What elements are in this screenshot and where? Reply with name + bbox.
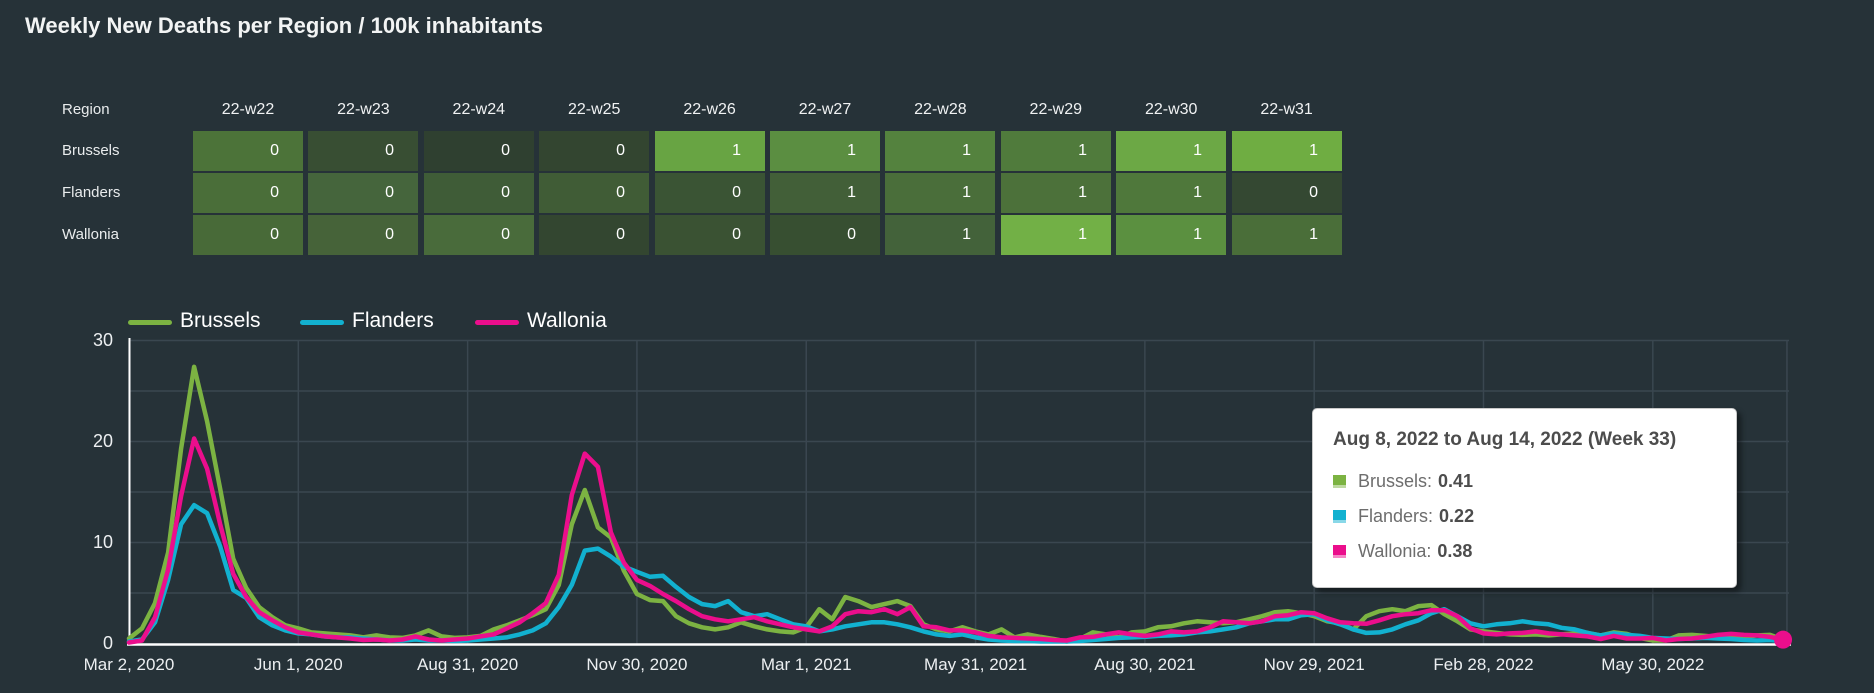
- heatmap-column-header: 22-w29: [1029, 101, 1083, 118]
- heatmap-cell[interactable]: 0: [655, 173, 765, 213]
- heatmap-cell[interactable]: 0: [308, 215, 418, 255]
- heatmap-row-label: Flanders: [62, 184, 121, 201]
- x-axis-tick-label: May 31, 2021: [924, 655, 1028, 674]
- chart-tooltip: Aug 8, 2022 to Aug 14, 2022 (Week 33) Br…: [1312, 408, 1737, 588]
- heatmap-cell[interactable]: 0: [424, 215, 534, 255]
- x-axis-tick-label: Nov 30, 2020: [586, 655, 688, 674]
- heatmap-cell[interactable]: 0: [424, 173, 534, 213]
- heatmap-cell[interactable]: 0: [193, 131, 303, 171]
- heatmap-cell[interactable]: 1: [1001, 215, 1111, 255]
- heatmap-cell[interactable]: 1: [1116, 131, 1226, 171]
- legend-label-flanders[interactable]: Flanders: [352, 309, 434, 332]
- heatmap-column-header: 22-w31: [1260, 101, 1313, 118]
- tooltip-series-label: Brussels:: [1358, 471, 1433, 491]
- x-axis-tick-label: Jun 1, 2020: [253, 655, 343, 674]
- heatmap-column-header: 22-w30: [1144, 101, 1198, 118]
- heatmap-cell[interactable]: 0: [424, 131, 534, 171]
- x-axis-tick-label: Feb 28, 2022: [1433, 655, 1534, 674]
- heatmap-cell[interactable]: 1: [770, 131, 880, 171]
- tooltip-series-value: 0.38: [1437, 541, 1473, 561]
- heatmap-cell[interactable]: 1: [1001, 173, 1111, 213]
- tooltip-swatch: [1333, 475, 1346, 488]
- legend-label-brussels[interactable]: Brussels: [180, 309, 261, 332]
- heatmap-cell[interactable]: 0: [539, 215, 649, 255]
- series-line-wallonia[interactable]: [126, 436, 1786, 645]
- heatmap-column-header: 22-w25: [567, 101, 621, 118]
- tooltip-swatch: [1333, 545, 1346, 558]
- heatmap-cell[interactable]: 1: [1001, 131, 1111, 171]
- x-axis-tick-label: Aug 31, 2020: [417, 655, 519, 674]
- heatmap-cell[interactable]: 0: [308, 173, 418, 213]
- heatmap-cell[interactable]: 1: [1116, 173, 1226, 213]
- heatmap-cell[interactable]: 1: [655, 131, 765, 171]
- heatmap-cell[interactable]: 0: [539, 173, 649, 213]
- tooltip-series-value: 0.41: [1438, 471, 1474, 491]
- legend-swatch-wallonia[interactable]: [475, 320, 519, 325]
- heatmap-cell[interactable]: 1: [1232, 215, 1342, 255]
- heatmap-column-header: 22-w24: [452, 101, 506, 118]
- x-axis-tick-label: Mar 2, 2020: [83, 655, 175, 674]
- heatmap-cell[interactable]: 1: [1232, 131, 1342, 171]
- tooltip-item-flanders: Flanders: 0.22: [1333, 499, 1716, 534]
- tooltip-swatch: [1333, 510, 1346, 523]
- heatmap-cell[interactable]: 1: [885, 131, 995, 171]
- y-axis-tick-label: 30: [92, 329, 113, 350]
- heatmap-cell[interactable]: 0: [539, 131, 649, 171]
- y-axis-tick-label: 10: [92, 531, 113, 552]
- x-axis-tick-label: Mar 1, 2021: [760, 655, 852, 674]
- heatmap-column-header: 22-w28: [914, 101, 967, 118]
- highlight-dot[interactable]: [1774, 630, 1793, 649]
- tooltip-item-brussels: Brussels: 0.41: [1333, 464, 1716, 499]
- heatmap-cell[interactable]: 1: [885, 173, 995, 213]
- heatmap-column-header: 22-w23: [337, 101, 390, 118]
- heatmap-cell[interactable]: 0: [1232, 173, 1342, 213]
- heatmap-cell[interactable]: 0: [193, 215, 303, 255]
- legend-swatch-brussels[interactable]: [128, 320, 172, 325]
- heatmap-row-label: Brussels: [62, 142, 120, 159]
- tooltip-series-value: 0.22: [1439, 506, 1475, 526]
- page-title: Weekly New Deaths per Region / 100k inha…: [25, 13, 543, 38]
- tooltip-title: Aug 8, 2022 to Aug 14, 2022 (Week 33): [1333, 429, 1677, 450]
- heatmap-cell[interactable]: 1: [885, 215, 995, 255]
- y-axis-tick-label: 0: [102, 632, 113, 653]
- heatmap-column-header: 22-w27: [798, 101, 852, 118]
- heatmap-row-label: Wallonia: [62, 226, 119, 243]
- legend-label-wallonia[interactable]: Wallonia: [527, 309, 607, 332]
- heatmap-column-header: 22-w22: [221, 101, 275, 118]
- heatmap-corner-label: Region: [62, 101, 110, 118]
- x-axis-tick-label: Aug 30, 2021: [1094, 655, 1196, 674]
- heatmap-column-header: 22-w26: [683, 101, 736, 118]
- heatmap-cell[interactable]: 0: [193, 173, 303, 213]
- x-axis-tick-label: May 30, 2022: [1601, 655, 1705, 674]
- heatmap-cell[interactable]: 0: [770, 215, 880, 255]
- heatmap-cell[interactable]: 0: [308, 131, 418, 171]
- y-axis-tick-label: 20: [92, 430, 113, 451]
- tooltip-item-wallonia: Wallonia: 0.38: [1333, 534, 1716, 569]
- heatmap-cell[interactable]: 1: [1116, 215, 1226, 255]
- tooltip-series-label: Flanders:: [1358, 506, 1434, 526]
- legend-swatch-flanders[interactable]: [300, 320, 344, 325]
- heatmap-cell[interactable]: 1: [770, 173, 880, 213]
- tooltip-series-label: Wallonia:: [1358, 541, 1432, 561]
- x-axis-tick-label: Nov 29, 2021: [1263, 655, 1365, 674]
- heatmap-cell[interactable]: 0: [655, 215, 765, 255]
